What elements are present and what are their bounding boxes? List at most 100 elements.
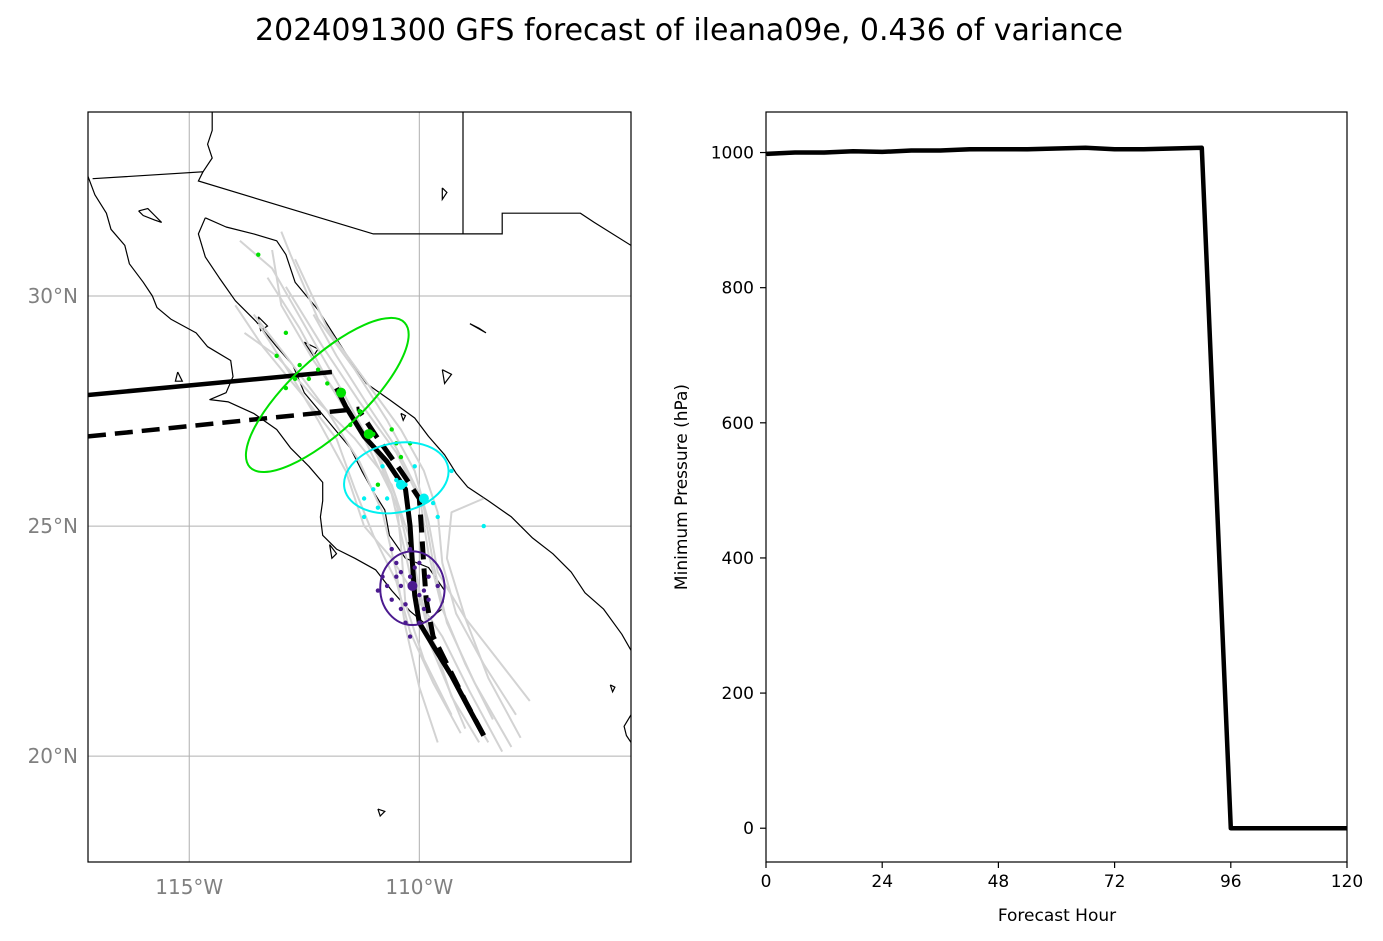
island-outline (609, 684, 616, 694)
ensemble-point-h24 (384, 583, 390, 589)
ensemble-mean-track (357, 409, 486, 737)
track-48h-marker (395, 479, 406, 490)
ensemble-point-h24 (426, 597, 431, 602)
ensemble-point-h24 (389, 546, 394, 552)
ensemble-point-h24 (426, 574, 431, 579)
ensemble-point-h72 (389, 427, 394, 432)
ensemble-point-h72 (325, 381, 330, 386)
ensemble-point-h24 (394, 560, 399, 566)
ensemble-track (266, 277, 467, 729)
ensemble-point-h72 (274, 353, 279, 359)
ensemble-point-h24 (398, 583, 404, 589)
ensemble-point-h24 (435, 583, 440, 589)
y-tick-label: 600 (722, 414, 754, 434)
ensemble-point-h24 (407, 574, 413, 579)
y-tick-label: 400 (722, 549, 754, 569)
y-axis-label: Minimum Pressure (hPa) (672, 384, 692, 590)
ensemble-point-h24 (417, 592, 422, 598)
ensemble-point-h72 (297, 362, 302, 368)
ensemble-point-h24 (394, 574, 399, 579)
ensemble-point-h48 (430, 500, 436, 506)
figure-title: 2024091300 GFS forecast of ileana09e, 0.… (255, 13, 1123, 48)
country-border (202, 112, 213, 173)
ensemble-point-h72 (292, 376, 298, 382)
island-outline (138, 207, 163, 223)
ensemble-point-h72 (283, 330, 289, 336)
x-tick-label: 48 (988, 872, 1010, 892)
ensemble-point-h72 (256, 252, 261, 257)
x-tick-label: 0 (761, 872, 772, 892)
center-72h (336, 387, 347, 398)
ensemble-point-h24 (407, 546, 413, 552)
ensemble-point-h24 (389, 597, 394, 602)
ensemble-point-h48 (412, 464, 417, 469)
ensemble-point-h72 (357, 408, 362, 414)
pressure-line-gfs (765, 145, 1347, 831)
ensemble-point-h48 (380, 464, 385, 469)
center-24h (407, 580, 418, 591)
ensemble-point-h72 (306, 376, 312, 382)
pressure-axes: 0 24 48 72 96 120 0 200 400 600 800 1000 (711, 144, 1363, 892)
x-tick-label: 24 (871, 872, 893, 892)
ensemble-track (294, 258, 517, 716)
track-map-panel: 115°W 110°W 20°N 25°N 30°N (28, 111, 632, 899)
ensemble-point-h48 (384, 496, 390, 501)
reference-line-dashed (88, 406, 360, 439)
ensemble-point-h24 (417, 560, 422, 566)
ensemble-point-h24 (421, 588, 427, 593)
x-tick-label: 96 (1220, 872, 1242, 892)
ensemble-track (271, 249, 453, 716)
ensemble-point-h48 (371, 487, 376, 492)
ensemble-point-h48 (435, 514, 440, 520)
ensemble-point-h72 (375, 482, 381, 487)
y-tick-label: 800 (722, 279, 754, 299)
island-outline (469, 323, 487, 334)
uncertainty-ellipse-24h (379, 550, 446, 627)
pressure-frame (765, 111, 1348, 863)
island-outline (400, 412, 407, 422)
coastline (205, 217, 631, 651)
x-tick-label: 120 (1331, 872, 1363, 892)
lon-tick-label: 115°W (155, 875, 223, 899)
ensemble-point-h24 (375, 588, 381, 593)
ensemble-point-h72 (315, 367, 321, 372)
country-border (92, 171, 631, 246)
pressure-chart-panel: 0 24 48 72 96 120 0 200 400 600 800 1000 Forecast H… (672, 111, 1363, 926)
coastline (623, 714, 631, 743)
island-outline (377, 808, 386, 818)
island-outline (329, 544, 338, 560)
lat-tick-label: 30°N (28, 284, 78, 308)
island-outline (441, 187, 448, 202)
ensemble-point-h24 (403, 602, 408, 607)
gfs-main-track (334, 386, 486, 737)
ensemble-point-h48 (481, 523, 486, 529)
map-frame (87, 111, 632, 863)
reference-line-solid (88, 369, 333, 398)
ensemble-point-h48 (375, 505, 381, 510)
ensemble-point-h72 (398, 454, 404, 460)
island-outline (174, 371, 184, 382)
ensemble-track (234, 304, 462, 734)
ensemble-track (312, 314, 494, 720)
map-graticule-labels: 115°W 110°W 20°N 25°N 30°N (28, 284, 454, 899)
ensemble-track (445, 497, 522, 739)
ensemble-point-h48 (449, 468, 454, 474)
ensemble-point-h48 (361, 496, 367, 501)
pressure-series (765, 145, 1347, 831)
center-48h (418, 493, 429, 504)
ensemble-point-h48 (361, 514, 367, 520)
x-tick-label: 72 (1104, 872, 1126, 892)
ensemble-point-h24 (407, 634, 413, 639)
uncertainty-ellipse-48h (343, 441, 450, 515)
lat-tick-label: 25°N (28, 514, 78, 538)
y-tick-label: 200 (722, 684, 754, 704)
ensemble-track (239, 240, 490, 743)
island-outline (303, 341, 319, 357)
lat-tick-label: 20°N (28, 744, 78, 768)
ensemble-track (280, 231, 531, 702)
y-tick-label: 1000 (711, 144, 754, 164)
lon-tick-label: 110°W (385, 875, 453, 899)
track-72h-marker (363, 429, 374, 440)
uncertainty-ellipse-72h (244, 316, 410, 474)
